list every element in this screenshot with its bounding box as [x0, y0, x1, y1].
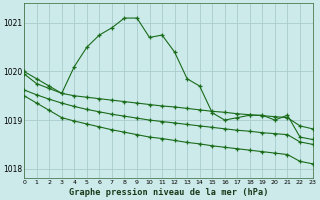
X-axis label: Graphe pression niveau de la mer (hPa): Graphe pression niveau de la mer (hPa) — [68, 188, 268, 197]
